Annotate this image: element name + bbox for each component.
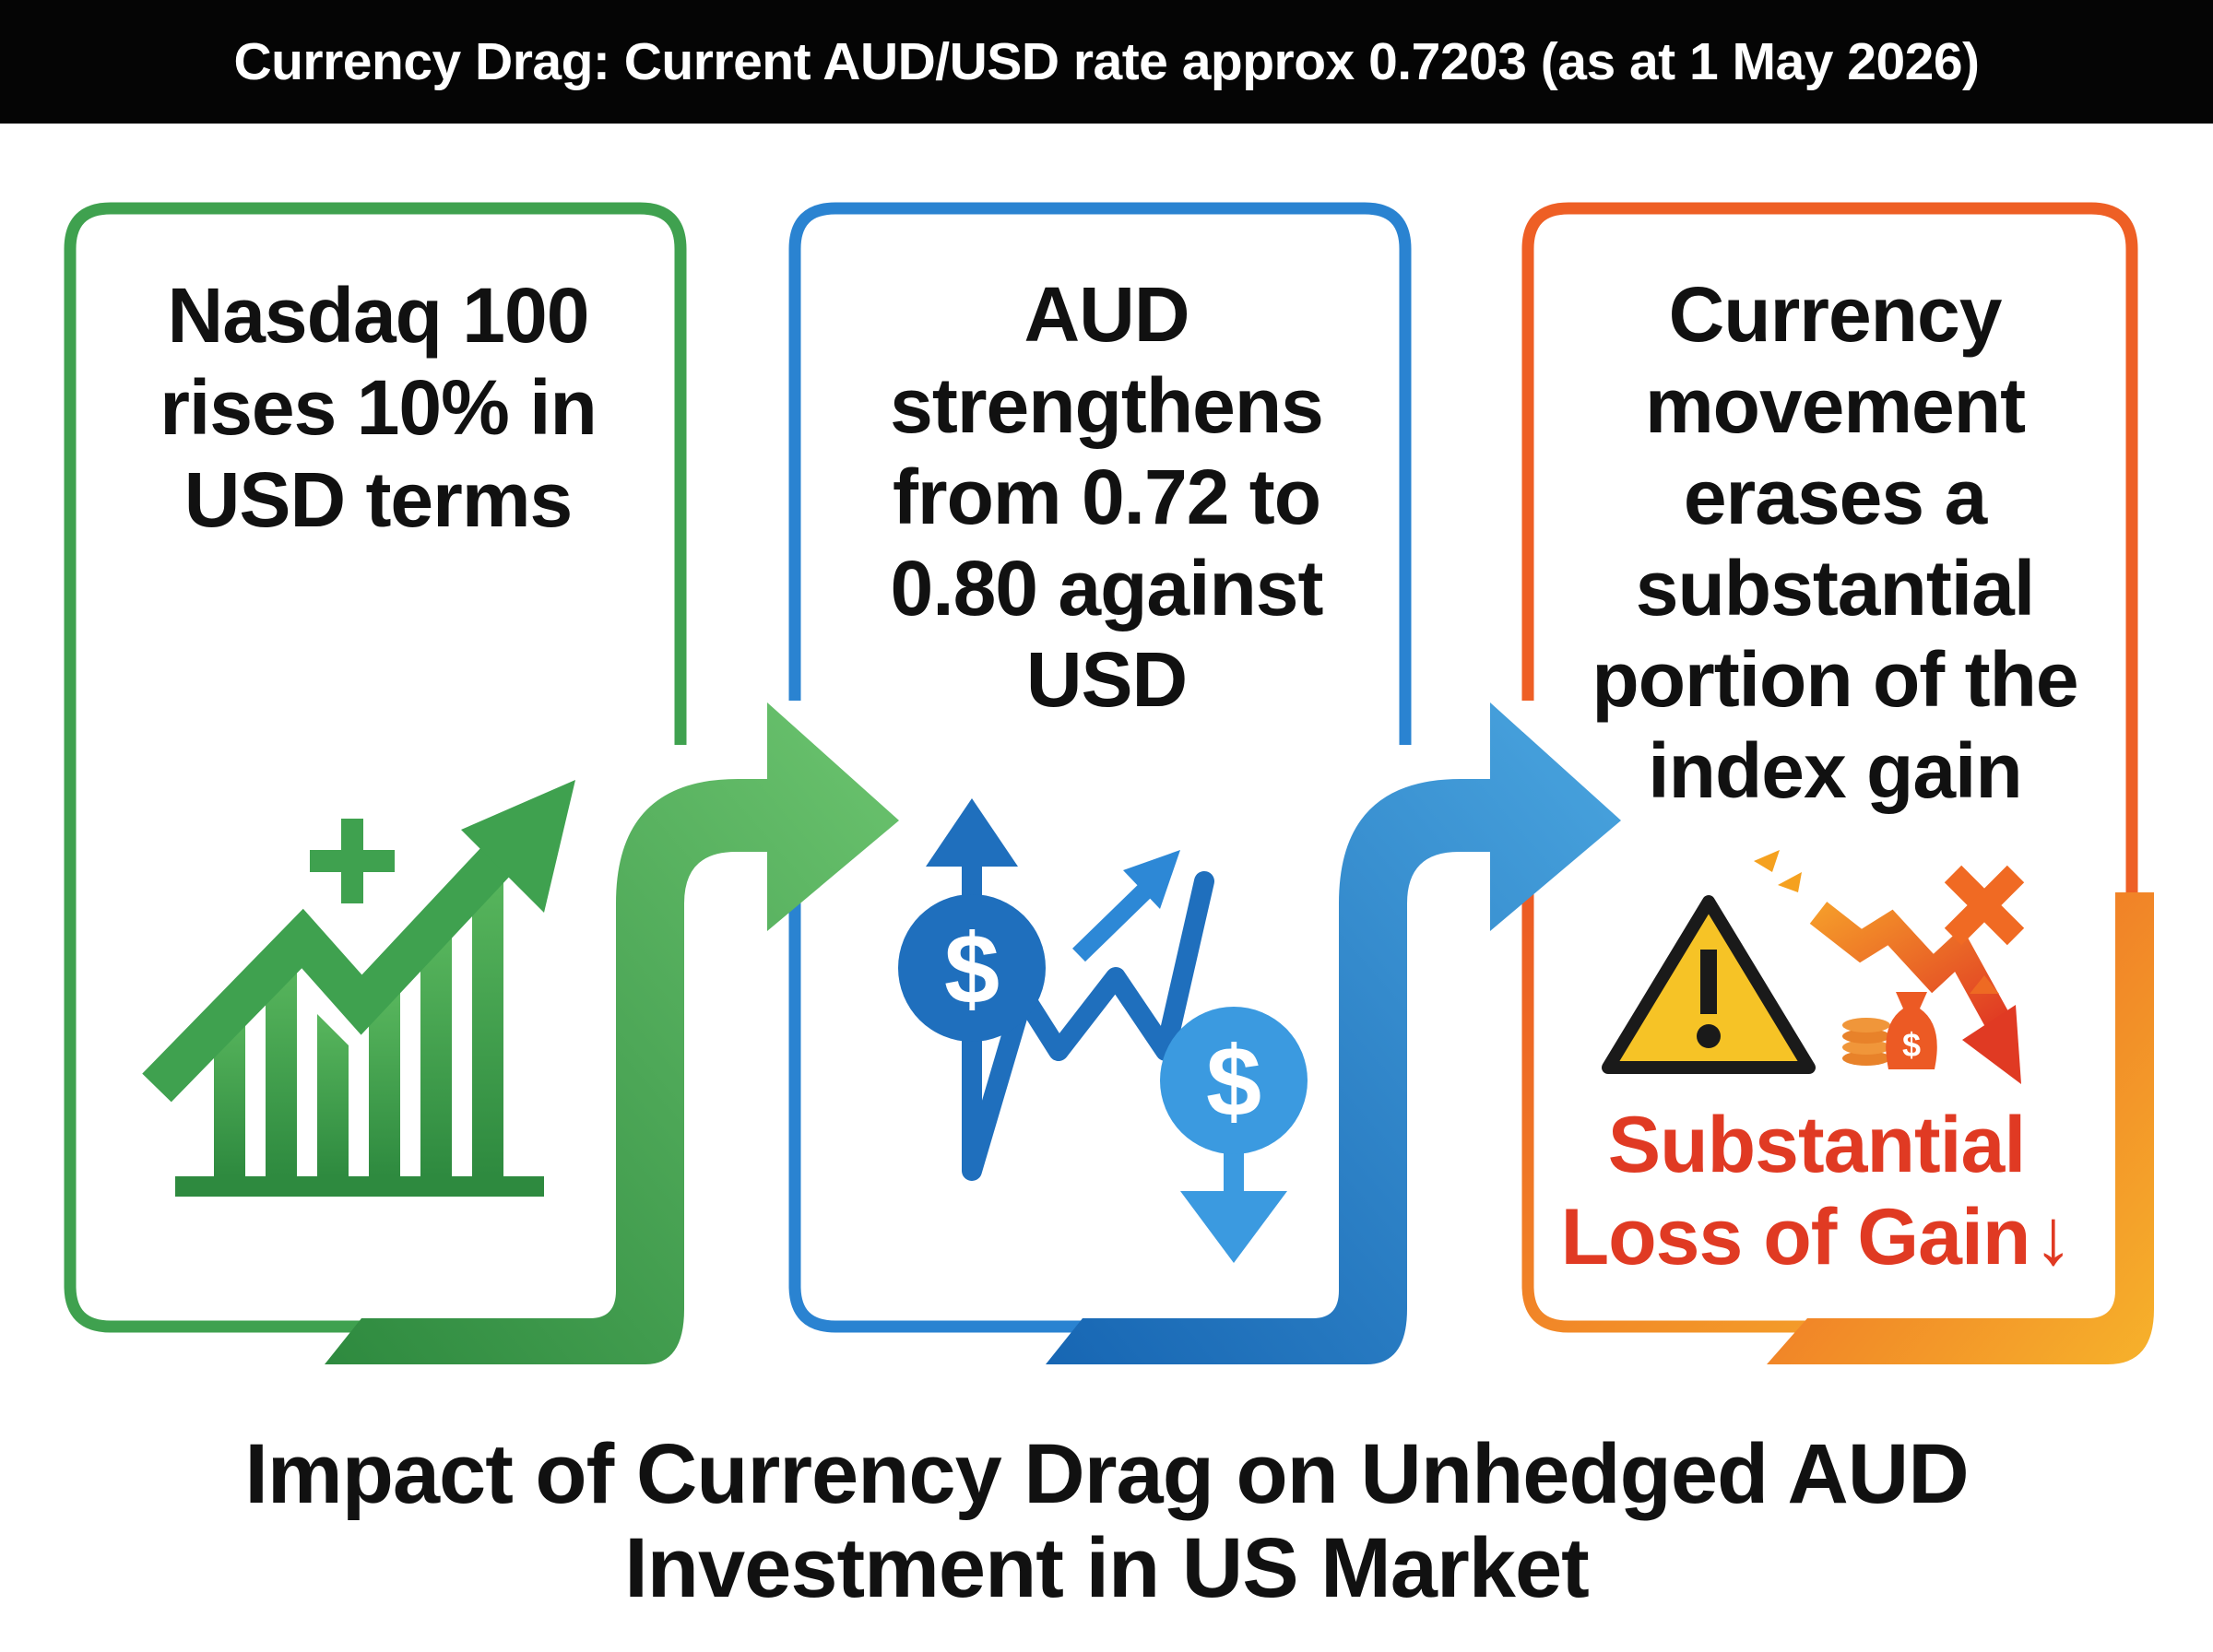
loss-line-2-text: Loss of Gain [1560, 1193, 2031, 1281]
svg-text:$: $ [1902, 1026, 1921, 1064]
step-3-line: index gain [1648, 727, 2022, 814]
step-2-text: AUD strengthens from 0.72 to 0.80 agains… [811, 269, 1402, 726]
flow-arrow-2 [1046, 702, 1621, 1364]
step-1-line: rises 10% in [160, 364, 598, 451]
caption-line-2: Investment in US Market [624, 1521, 1590, 1615]
rising-bar-chart-icon [142, 780, 575, 1197]
step-1-line: Nasdaq 100 [167, 272, 590, 359]
warning-loss-icon: $ [1602, 850, 2025, 1084]
step-3-line: substantial [1635, 545, 2035, 631]
svg-text:$: $ [944, 913, 1000, 1024]
flow-arrow-3 [1767, 892, 2154, 1364]
step-2-line: AUD [1024, 271, 1190, 358]
caption-line-1: Impact of Currency Drag on Unhedged AUD [244, 1427, 1969, 1521]
step-3-line: portion of the [1592, 636, 2078, 723]
top-banner: Currency Drag: Current AUD/USD rate appr… [0, 0, 2213, 124]
step-2-line: from 0.72 to [892, 454, 1321, 540]
down-arrow-icon: ↓ [2033, 1193, 2073, 1281]
step-2-line: strengthens [890, 362, 1324, 449]
loss-of-gain-label: Substantial Loss of Gain↓ [1521, 1099, 2112, 1283]
step-3-frame [1521, 202, 2138, 894]
banner-title: Currency Drag: Current AUD/USD rate appr… [233, 32, 1980, 91]
step-3-line: movement [1644, 362, 2026, 449]
flow-arrow-1 [325, 702, 899, 1364]
step-3-line: erases a [1683, 454, 1987, 540]
step-3-line: Currency [1668, 271, 2003, 358]
step-1-line: USD terms [183, 456, 573, 543]
currency-swing-icon: $ $ [898, 798, 1308, 1263]
step-1-frame [64, 202, 687, 1333]
loss-line-2: Loss of Gain↓ [1521, 1191, 2112, 1283]
step-1-text: Nasdaq 100 rises 10% in USD terms [101, 269, 655, 546]
step-2-frame [788, 202, 1412, 745]
step-2-line: USD [1025, 636, 1188, 723]
loss-line-1: Substantial [1607, 1101, 2027, 1189]
step-3-text: Currency movement erases a substantial p… [1549, 269, 2121, 817]
step-2-line: 0.80 against [890, 545, 1324, 631]
svg-text:$: $ [1206, 1025, 1261, 1137]
bottom-caption: Impact of Currency Drag on Unhedged AUD … [138, 1427, 2075, 1615]
